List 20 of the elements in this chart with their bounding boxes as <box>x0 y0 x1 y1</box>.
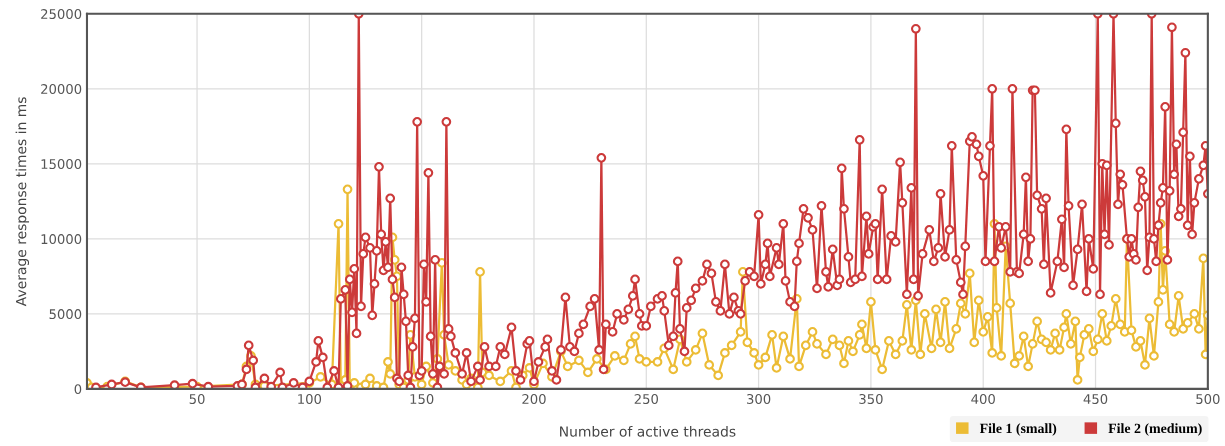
x-tick-label: 300 <box>747 394 771 404</box>
y-tick-label: 10000 <box>41 234 82 245</box>
x-tick-label: 250 <box>634 394 659 404</box>
x-tick-label: 200 <box>522 394 546 404</box>
legend-label: File 2 (medium) <box>1108 423 1202 436</box>
y-tick-label: 15000 <box>41 159 82 170</box>
x-tick-label: 100 <box>298 394 322 404</box>
legend-label: File 1 (small) <box>979 423 1057 436</box>
y-tick-label: 5000 <box>49 309 82 320</box>
y-tick-label: 20000 <box>41 84 82 95</box>
x-tick-label: 150 <box>410 394 434 404</box>
x-tick-label: 450 <box>1083 394 1108 404</box>
x-tick-label: 500 <box>1196 394 1220 404</box>
y-tick-label: 25000 <box>41 9 82 20</box>
x-tick-label: 350 <box>859 394 883 404</box>
x-axis-title: Number of active threads <box>560 425 736 437</box>
x-tick-label: 50 <box>189 394 205 404</box>
y-axis-title: Average response times in ms <box>15 97 30 307</box>
x-tick-label: 400 <box>971 394 995 404</box>
y-tick-label: 0 <box>74 384 82 395</box>
